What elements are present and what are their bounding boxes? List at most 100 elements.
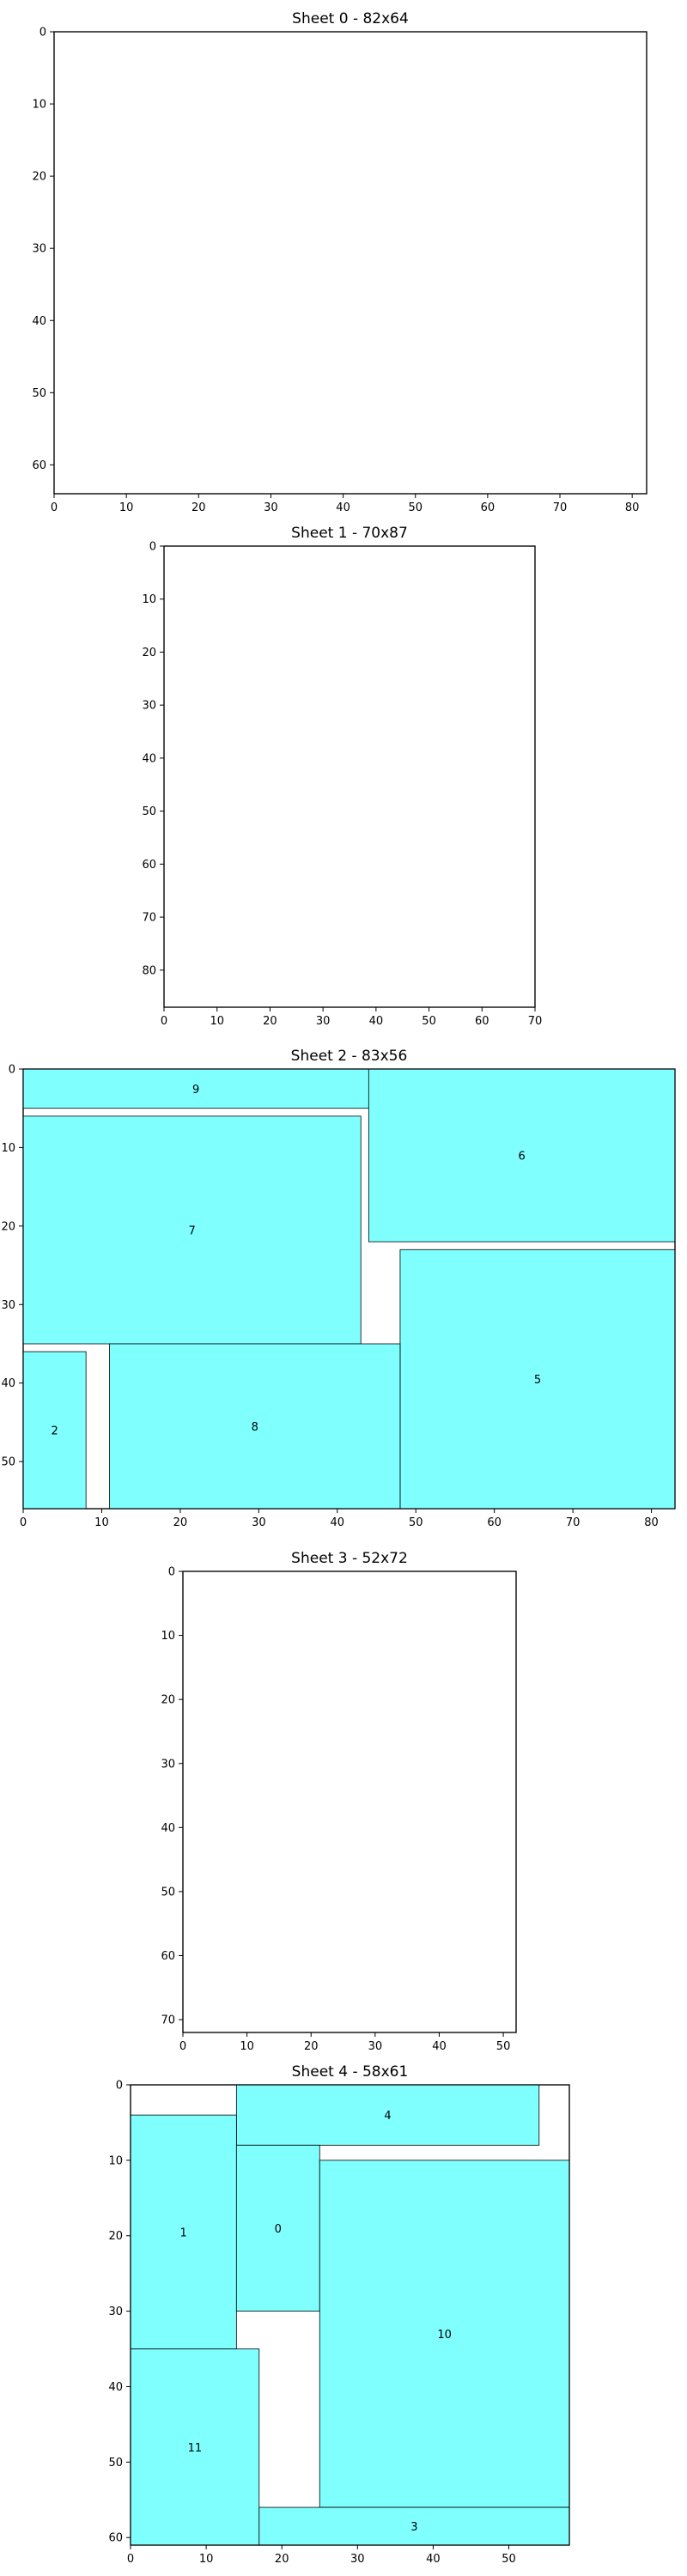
y-tick-label: 10 <box>142 593 156 606</box>
y-tick-label: 80 <box>142 964 156 977</box>
x-tick-label: 40 <box>369 1015 384 1028</box>
sheet-title: Sheet 1 - 70x87 <box>291 525 408 542</box>
piece-rect-7 <box>22 1115 362 1345</box>
y-tick-label: 30 <box>32 243 46 256</box>
y-tick-label: 30 <box>108 2306 123 2318</box>
x-tick-label: 20 <box>263 1015 277 1028</box>
x-tick-label: 10 <box>240 2040 254 2053</box>
piece-label-10: 10 <box>437 2329 452 2342</box>
sheet-title: Sheet 3 - 52x72 <box>291 1550 408 1567</box>
y-tick-label: 20 <box>161 1694 175 1707</box>
piece-label-4: 4 <box>384 2110 391 2123</box>
piece-rect-3 <box>258 2506 570 2546</box>
y-tick-label: 0 <box>168 1566 175 1579</box>
x-tick-label: 60 <box>475 1015 489 1028</box>
x-tick-label: 70 <box>528 1015 543 1028</box>
x-tick-label: 30 <box>368 2040 383 2053</box>
x-tick-label: 50 <box>409 1516 423 1529</box>
x-tick-label: 70 <box>566 1516 581 1529</box>
piece-label-5: 5 <box>534 1374 541 1387</box>
x-tick-label: 80 <box>625 501 640 514</box>
x-tick-label: 0 <box>127 2553 134 2566</box>
sheet-3-plot: Sheet 3 - 52x72 0 10 20 30 40 50 0 10 20 30 40 50 60 7… <box>161 1550 517 2053</box>
x-tick-label: 10 <box>94 1516 109 1529</box>
axes-border <box>163 545 536 1008</box>
x-tick-label: 30 <box>252 1516 266 1529</box>
y-tick-label: 50 <box>1 1456 15 1469</box>
x-tick-label: 0 <box>179 2040 186 2053</box>
x-tick-label: 40 <box>432 2040 447 2053</box>
y-tick-label: 30 <box>142 700 156 713</box>
axes-border <box>53 31 647 495</box>
y-tick-label: 10 <box>161 1630 175 1643</box>
axes-border <box>130 2084 570 2546</box>
y-tick-label: 40 <box>1 1377 15 1390</box>
x-tick-label: 50 <box>408 501 423 514</box>
x-tick-label: 60 <box>481 501 495 514</box>
x-tick-label: 0 <box>161 1015 167 1028</box>
y-tick-label: 50 <box>108 2457 123 2470</box>
x-tick-label: 20 <box>304 2040 319 2053</box>
x-tick-label: 10 <box>210 1015 224 1028</box>
y-tick-label: 70 <box>142 912 156 925</box>
piece-rect-5 <box>399 1249 676 1510</box>
piece-label-3: 3 <box>410 2521 417 2534</box>
axes-frame <box>163 545 536 1008</box>
piece-label-9: 9 <box>192 1084 199 1097</box>
y-tick-label: 0 <box>149 541 156 554</box>
sheet-title: Sheet 4 - 58x61 <box>292 2063 409 2081</box>
y-tick-label: 20 <box>142 647 156 659</box>
sheet-1-plot: Sheet 1 - 70x87 0 10 20 30 40 50 60 70 0 10 20 30 40 5… <box>142 525 542 1028</box>
y-tick-label: 40 <box>32 315 46 328</box>
piece-rect-1 <box>130 2114 237 2349</box>
y-tick-label: 70 <box>161 2014 175 2027</box>
piece-label-1: 1 <box>180 2227 187 2239</box>
piece-rect-6 <box>368 1068 676 1242</box>
x-tick-label: 10 <box>119 501 134 514</box>
piece-label-11: 11 <box>188 2442 203 2455</box>
x-tick-label: 40 <box>331 1516 345 1529</box>
y-tick-label: 60 <box>108 2532 123 2545</box>
piece-rect-8 <box>109 1343 401 1510</box>
piece-rect-4 <box>235 2084 540 2146</box>
y-tick-label: 20 <box>108 2230 123 2243</box>
y-tick-label: 10 <box>32 99 46 112</box>
piece-label-0: 0 <box>275 2223 282 2236</box>
x-tick-label: 20 <box>173 1516 188 1529</box>
x-tick-label: 0 <box>51 501 58 514</box>
axes-border <box>22 1068 676 1510</box>
y-tick-label: 20 <box>32 171 46 184</box>
y-tick-label: 40 <box>142 752 156 765</box>
y-tick-label: 0 <box>116 2080 123 2093</box>
piece-label-7: 7 <box>188 1224 195 1237</box>
y-tick-label: 50 <box>32 387 46 400</box>
y-tick-label: 60 <box>161 1950 175 1963</box>
x-tick-label: 30 <box>316 1015 331 1028</box>
y-tick-label: 20 <box>1 1220 15 1233</box>
y-tick-label: 30 <box>161 1758 175 1771</box>
x-tick-label: 20 <box>192 501 206 514</box>
y-tick-label: 50 <box>142 805 156 818</box>
y-tick-label: 10 <box>108 2154 123 2167</box>
x-tick-label: 10 <box>199 2553 214 2566</box>
y-tick-label: 10 <box>1 1142 15 1155</box>
x-tick-label: 50 <box>496 2040 511 2053</box>
y-tick-label: 60 <box>32 459 46 472</box>
piece-rect-11 <box>130 2348 260 2546</box>
x-tick-label: 40 <box>426 2553 441 2566</box>
sheet-0-plot: Sheet 0 - 82x64 0 10 20 30 40 50 60 70 80 0 10 20 30 4… <box>32 10 647 514</box>
x-tick-label: 0 <box>20 1516 27 1529</box>
axes-frame <box>53 31 647 495</box>
piece-rect-9 <box>22 1068 369 1109</box>
axes-frame <box>182 1571 517 2033</box>
x-tick-label: 30 <box>350 2553 365 2566</box>
x-tick-label: 50 <box>502 2553 516 2566</box>
sheet-title: Sheet 2 - 83x56 <box>291 1048 408 1065</box>
piece-rect-2 <box>22 1351 87 1510</box>
sheet-title: Sheet 0 - 82x64 <box>292 10 409 27</box>
x-tick-label: 40 <box>336 501 350 514</box>
piece-rect-0 <box>235 2144 320 2312</box>
x-tick-label: 20 <box>275 2553 289 2566</box>
